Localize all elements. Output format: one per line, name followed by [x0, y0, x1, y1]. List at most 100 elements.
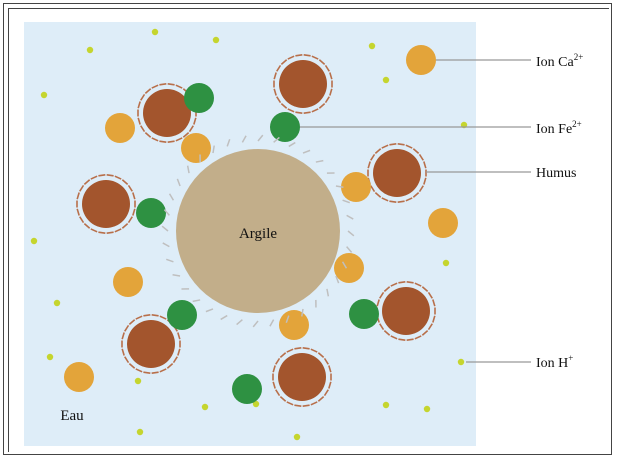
humus-fringe: [370, 153, 376, 161]
legend-fe-sup: 2+: [572, 119, 582, 129]
humus-fringe: [132, 208, 136, 216]
clay-dash: [288, 141, 296, 148]
humus-fringe: [273, 88, 277, 96]
humus-fringe: [90, 228, 98, 233]
legend-ca-label: Ion Ca2+: [536, 52, 583, 70]
clay-dash: [192, 299, 201, 303]
h-ion: [53, 299, 61, 307]
humus-fringe: [412, 148, 420, 154]
humus-fringe: [132, 192, 136, 200]
humus-fringe: [121, 348, 125, 356]
clay-dash: [257, 134, 264, 142]
clay-particle: [176, 149, 340, 313]
inner-frame: [8, 8, 609, 452]
humus-fringe: [276, 64, 282, 72]
humus-fringe: [389, 200, 397, 203]
humus-fringe: [121, 179, 129, 185]
clay-dash: [335, 275, 340, 284]
humus-fringe: [159, 315, 167, 320]
h-ion: [201, 403, 209, 411]
humus-fringe: [323, 389, 329, 397]
humus-fringe: [367, 161, 371, 169]
humus-fringe: [405, 197, 413, 202]
humus-fringe: [329, 88, 333, 96]
humus-fringe: [310, 401, 318, 406]
legend-humus-label: Humus: [536, 166, 576, 181]
humus-fringe: [287, 108, 295, 113]
ca-ion: [334, 253, 364, 283]
h-ion: [457, 358, 465, 366]
clay-dash: [347, 230, 355, 237]
humus-fringe: [151, 137, 159, 142]
ca-ion: [406, 45, 436, 75]
humus-fringe: [275, 357, 281, 365]
h-ion: [151, 28, 159, 36]
clay-particle-group: [161, 134, 355, 328]
clay-dash: [163, 209, 170, 216]
ca-ion: [428, 208, 458, 238]
humus-fringe: [414, 282, 422, 287]
humus-fringe: [318, 59, 326, 65]
humus-fringe: [193, 117, 197, 125]
humus-fringe: [172, 356, 178, 364]
outer-frame: [3, 3, 612, 455]
h-ion: [252, 400, 260, 408]
fe-ion: [232, 374, 262, 404]
humus-fringe: [379, 291, 385, 299]
humus-fringe: [137, 101, 141, 109]
humus-fringe: [398, 338, 406, 341]
humus-core: [82, 180, 130, 228]
humus-fringe: [106, 174, 114, 177]
legend-fe-label: Ion Fe2+: [536, 119, 582, 137]
humus-core: [373, 149, 421, 197]
fe-ion: [184, 83, 214, 113]
humus-fringe: [106, 231, 114, 234]
humus-fringe: [390, 335, 398, 340]
humus-fringe: [83, 223, 91, 229]
clay-dash: [269, 319, 275, 327]
humus-fringe: [276, 96, 282, 104]
humus-fringe: [275, 389, 281, 397]
humus-particle: [376, 281, 436, 341]
humus-fringe: [397, 200, 405, 203]
humus-fringe: [98, 174, 106, 177]
fe-ion: [349, 299, 379, 329]
legend-h-base: Ion H: [536, 356, 568, 371]
humus-fringe: [405, 144, 413, 149]
humus-fringe: [167, 140, 175, 143]
humus-fringe: [379, 323, 385, 331]
clay-label: Argile: [239, 226, 277, 242]
clay-dash: [341, 261, 348, 269]
clay-dash: [220, 314, 228, 321]
clay-dash: [302, 149, 311, 154]
humus-fringe: [124, 356, 130, 364]
legend-h-sup: +: [568, 353, 573, 363]
h-ion: [86, 46, 94, 54]
humus-fringe: [324, 64, 330, 72]
legend-h-label: Ion H+: [536, 353, 573, 371]
humus-fringe: [406, 338, 414, 341]
humus-fringe: [376, 299, 380, 307]
humus-fringe: [128, 363, 136, 369]
leader-lines: [300, 59, 531, 363]
legend-humus-base: Humus: [536, 166, 576, 181]
humus-fringe: [151, 84, 159, 89]
clay-dash: [241, 135, 247, 143]
ca-ion: [113, 267, 143, 297]
humus-fringe: [124, 324, 130, 332]
humus-core: [279, 60, 327, 108]
humus-fringe: [287, 55, 295, 60]
humus-fringe: [303, 54, 311, 57]
humus-particle: [137, 83, 197, 143]
humus-fringe: [121, 223, 129, 229]
humus-fringe: [303, 111, 311, 114]
humus-fringe: [143, 314, 151, 317]
humus-fringe: [177, 332, 181, 340]
humus-fringe: [328, 381, 332, 389]
humus-fringe: [159, 83, 167, 86]
humus-fringe: [151, 314, 159, 317]
clay-dash: [226, 139, 231, 147]
humus-fringe: [418, 185, 424, 193]
clay-dash: [168, 193, 175, 201]
